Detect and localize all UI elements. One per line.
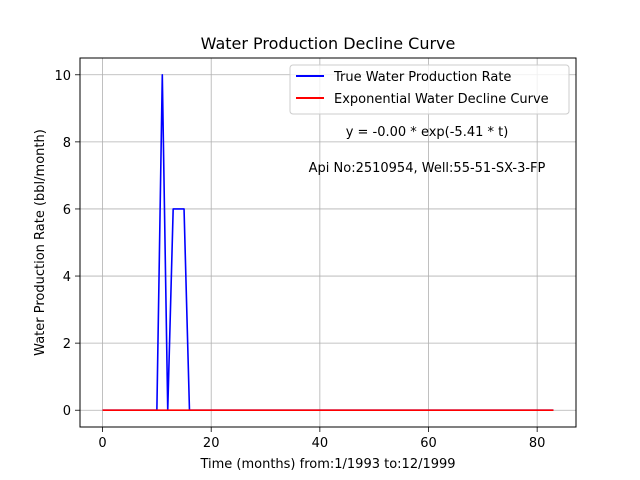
y-tick-label: 10 xyxy=(54,69,71,84)
y-tick-label: 6 xyxy=(63,203,71,218)
true-water-production-line xyxy=(102,73,554,412)
y-tick-label: 8 xyxy=(63,136,71,151)
legend: True Water Production Rate Exponential W… xyxy=(289,64,570,115)
y-tick-label: 4 xyxy=(63,270,71,285)
axis-ticks: 0 20 40 60 80 0 2 4 6 8 10 xyxy=(54,69,545,451)
x-tick-label: 80 xyxy=(529,436,546,451)
chart-title: Water Production Decline Curve xyxy=(201,34,456,53)
series-lines xyxy=(102,73,554,412)
well-annotation: Api No:2510954, Well:55-51-SX-3-FP xyxy=(309,161,546,176)
x-tick-label: 60 xyxy=(420,436,437,451)
equation-annotation: y = -0.00 * exp(-5.41 * t) xyxy=(346,125,509,140)
legend-label-true-rate: True Water Production Rate xyxy=(333,70,511,85)
y-tick-label: 2 xyxy=(63,337,71,352)
y-axis-label: Water Production Rate (bbl/month) xyxy=(33,129,48,356)
legend-box xyxy=(289,64,570,115)
plot-frame xyxy=(79,57,577,428)
x-tick-label: 20 xyxy=(203,436,220,451)
x-tick-label: 40 xyxy=(312,436,329,451)
legend-label-decline-curve: Exponential Water Decline Curve xyxy=(334,92,549,107)
x-tick-label: 0 xyxy=(98,436,106,451)
y-tick-label: 0 xyxy=(63,404,71,419)
x-axis-label: Time (months) from:1/1993 to:12/1999 xyxy=(199,457,455,472)
